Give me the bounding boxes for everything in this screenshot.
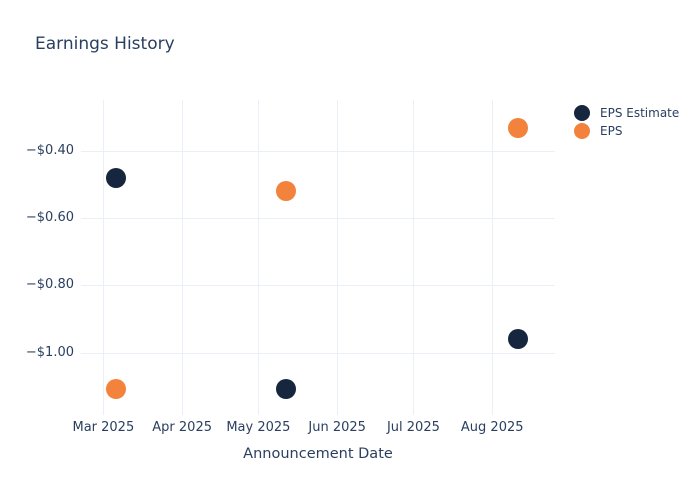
eps-estimate-marker-icon [574, 105, 590, 121]
legend-item-eps[interactable]: EPS [574, 122, 679, 140]
y-tick-label: −$1.00 [25, 344, 74, 360]
x-tick-label: Apr 2025 [152, 420, 212, 435]
plot-area [81, 100, 555, 415]
legend-label-eps: EPS [600, 124, 623, 138]
point-eps-estimate[interactable] [507, 329, 528, 350]
y-gridline [81, 352, 555, 354]
y-gridline [81, 218, 555, 220]
point-eps[interactable] [507, 117, 528, 138]
legend-item-eps-estimate[interactable]: EPS Estimate [574, 104, 679, 122]
y-gridline [81, 151, 555, 153]
y-tick-label: −$0.80 [25, 277, 74, 293]
x-gridline [103, 100, 105, 415]
x-tick-label: Mar 2025 [72, 420, 135, 435]
x-tick-label: Aug 2025 [460, 420, 524, 435]
y-tick-label: −$0.40 [25, 143, 74, 159]
x-tick-label: May 2025 [226, 420, 291, 435]
x-gridline [258, 100, 260, 415]
chart-title: Earnings History [35, 34, 175, 54]
x-gridline [492, 100, 494, 415]
x-gridline [413, 100, 415, 415]
x-axis-title: Announcement Date [243, 446, 393, 462]
x-gridline [337, 100, 339, 415]
point-eps[interactable] [276, 181, 297, 202]
legend: EPS Estimate EPS [574, 104, 679, 140]
y-tick-label: −$0.60 [25, 210, 74, 226]
y-gridline [81, 285, 555, 287]
point-eps-estimate[interactable] [276, 379, 297, 400]
x-tick-label: Jul 2025 [386, 420, 440, 435]
point-eps[interactable] [106, 379, 127, 400]
eps-marker-icon [574, 123, 590, 139]
legend-label-eps-estimate: EPS Estimate [600, 106, 680, 120]
x-tick-label: Jun 2025 [308, 420, 366, 435]
x-gridline [182, 100, 184, 415]
point-eps-estimate[interactable] [106, 167, 127, 188]
